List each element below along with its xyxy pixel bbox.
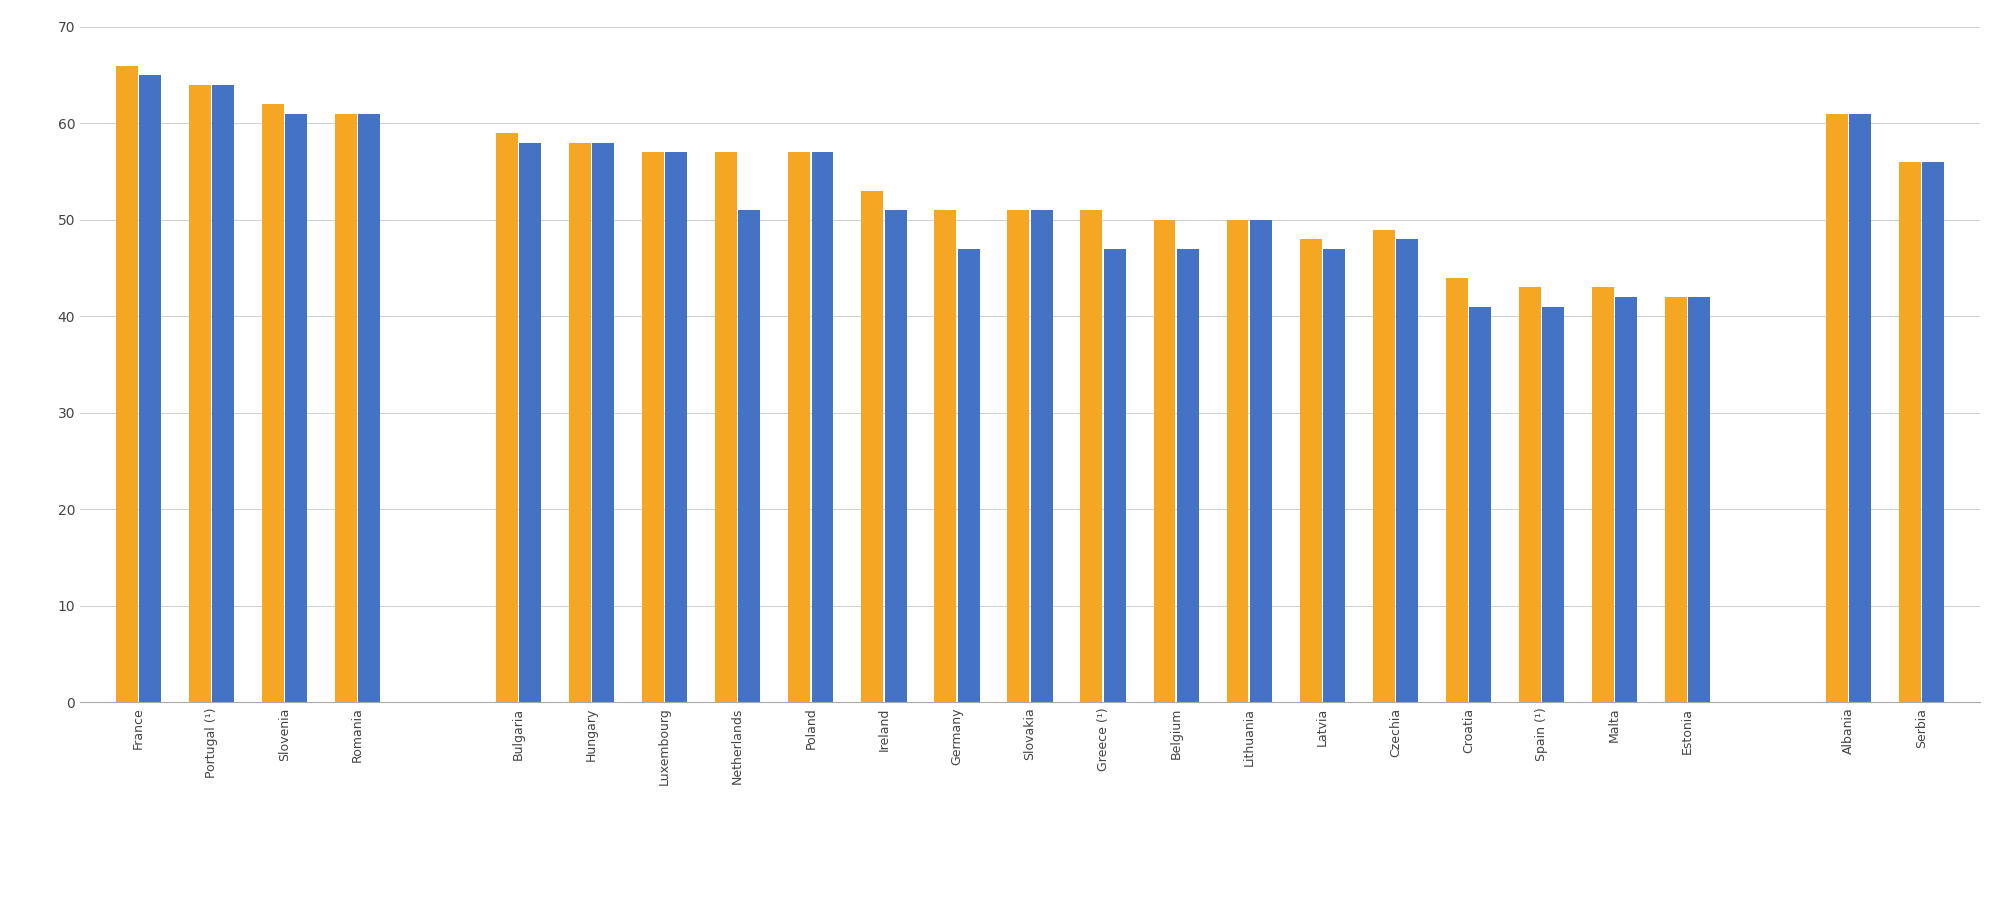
Bar <box>1396 239 1418 702</box>
Bar <box>592 143 614 702</box>
Bar <box>1518 287 1540 702</box>
Bar <box>1446 278 1468 702</box>
Bar <box>862 191 884 702</box>
Bar <box>812 152 834 702</box>
Bar <box>788 152 810 702</box>
Bar <box>1470 307 1492 702</box>
Bar <box>1300 239 1322 702</box>
Bar <box>1898 162 1920 702</box>
Bar <box>188 85 210 702</box>
Bar <box>1372 230 1394 702</box>
Bar <box>642 152 664 702</box>
Bar <box>1688 297 1710 702</box>
Bar <box>1850 113 1872 702</box>
Bar <box>934 211 956 702</box>
Bar <box>336 113 356 702</box>
Bar <box>1080 211 1102 702</box>
Bar <box>884 211 906 702</box>
Bar <box>1104 248 1126 702</box>
Bar <box>716 152 736 702</box>
Bar <box>1008 211 1030 702</box>
Bar <box>1542 307 1564 702</box>
Bar <box>1226 220 1248 702</box>
Bar <box>568 143 590 702</box>
Bar <box>1666 297 1686 702</box>
Bar <box>1826 113 1848 702</box>
Bar <box>286 113 308 702</box>
Bar <box>1616 297 1638 702</box>
Bar <box>1154 220 1176 702</box>
Bar <box>496 133 518 702</box>
Bar <box>1324 248 1344 702</box>
Bar <box>262 104 284 702</box>
Bar <box>116 66 138 702</box>
Bar <box>1592 287 1614 702</box>
Bar <box>666 152 688 702</box>
Bar <box>1250 220 1272 702</box>
Bar <box>1030 211 1052 702</box>
Bar <box>140 76 162 702</box>
Bar <box>520 143 542 702</box>
Bar <box>1922 162 1944 702</box>
Bar <box>212 85 234 702</box>
Bar <box>358 113 380 702</box>
Bar <box>958 248 980 702</box>
Bar <box>738 211 760 702</box>
Bar <box>1176 248 1198 702</box>
